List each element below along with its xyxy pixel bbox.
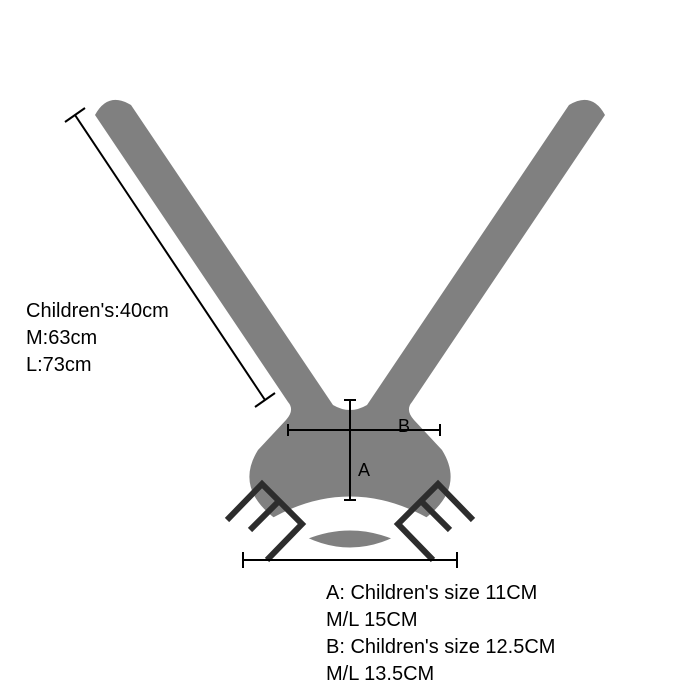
dim-strap-cap: [255, 393, 275, 407]
dim-strap-cap: [65, 108, 85, 122]
dim-a-marker: A: [358, 458, 370, 482]
strap-length-label: Children's:40cm M:63cm L:73cm: [26, 298, 169, 379]
dim-b-marker: B: [398, 414, 410, 438]
size-legend: A: Children's size 11CM M/L 15CM B: Chil…: [326, 580, 555, 688]
